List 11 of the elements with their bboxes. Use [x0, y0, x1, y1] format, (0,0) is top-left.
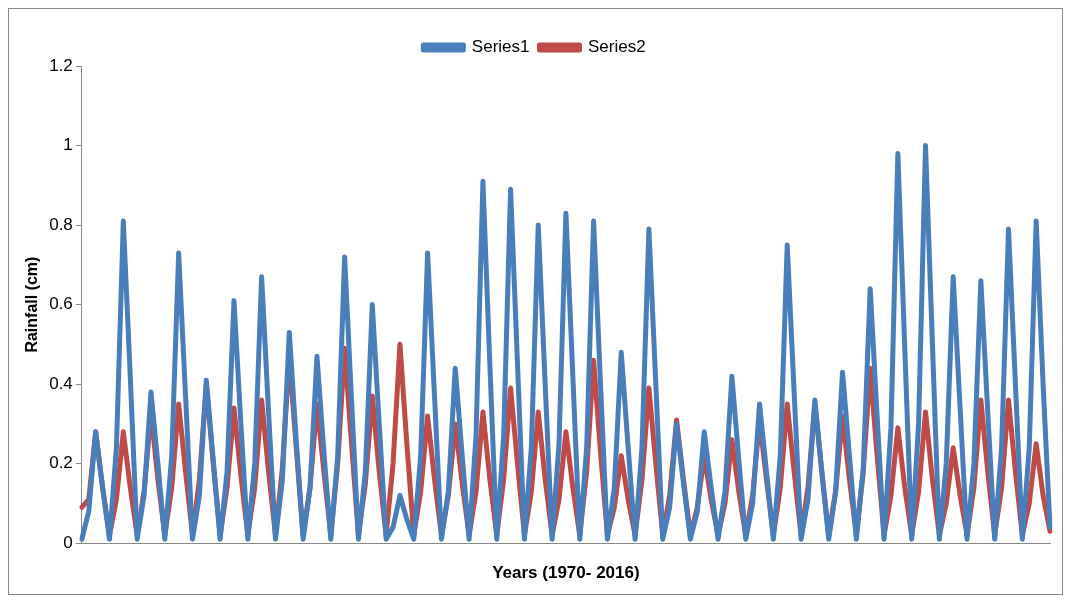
y-tick-label: 0.4: [49, 373, 73, 393]
y-tick-label: 1: [63, 135, 73, 155]
legend-label: Series1: [471, 37, 530, 57]
y-tick-label: 0.6: [49, 294, 73, 314]
y-tick-label: 0.8: [49, 214, 73, 234]
y-tick-label: 1.2: [49, 55, 73, 75]
y-tick-label: 0: [63, 532, 73, 552]
y-tick-label: 0.2: [49, 453, 73, 473]
y-axis-title: Rainfall (cm): [23, 256, 41, 353]
legend-label: Series2: [588, 37, 646, 57]
x-axis-title: Years (1970- 2016): [492, 563, 640, 583]
